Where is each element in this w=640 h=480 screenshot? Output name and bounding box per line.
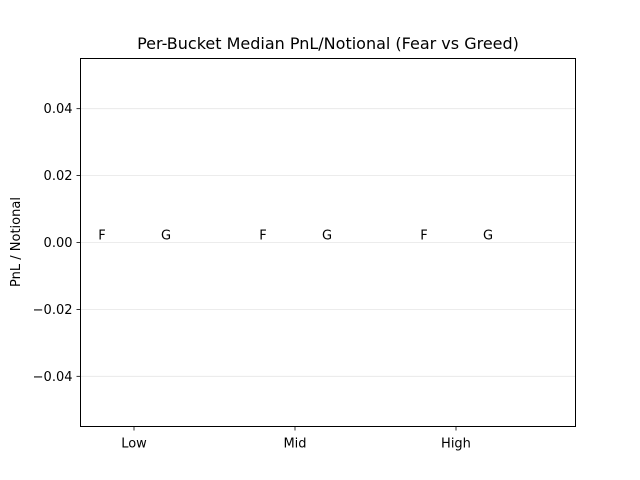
- x-tick-label: Low: [121, 437, 147, 452]
- y-tick-label: 0.04: [44, 102, 73, 117]
- y-tick-label: −0.04: [33, 370, 73, 385]
- y-tick-label: 0.02: [44, 169, 73, 184]
- bar-label: G: [322, 229, 332, 244]
- x-tick-label: High: [441, 437, 471, 452]
- bar-label: F: [259, 229, 266, 244]
- chart-title: Per-Bucket Median PnL/Notional (Fear vs …: [137, 34, 519, 53]
- x-tick-label: Mid: [283, 437, 306, 452]
- gridlines: [80, 108, 576, 377]
- y-axis-label: PnL / Notional: [9, 197, 24, 287]
- bar-label: G: [483, 229, 493, 244]
- bar-label: F: [98, 229, 105, 244]
- y-tick-label: 0.00: [44, 236, 73, 251]
- plot-area: [80, 58, 576, 427]
- x-axis: Low Mid High: [121, 426, 471, 452]
- bar-label: F: [420, 229, 427, 244]
- y-axis: −0.04 −0.02 0.00 0.02 0.04: [33, 102, 81, 385]
- bar-label: G: [161, 229, 171, 244]
- y-tick-label: −0.02: [33, 303, 73, 318]
